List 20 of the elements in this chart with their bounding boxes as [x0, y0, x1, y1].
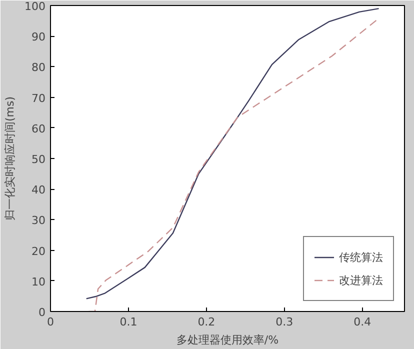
x-tick-label: 0.1 [120, 316, 138, 328]
y-tick-label: 40 [32, 184, 46, 197]
y-tick-label: 50 [32, 153, 46, 166]
legend-label: 改进算法 [339, 272, 383, 288]
x-axis-title: 多处理器使用效率/% [176, 334, 279, 346]
y-tick-label: 10 [32, 275, 46, 288]
y-axis-title: 归一化实时响应时间(ms) [4, 96, 17, 221]
x-tick-label: 0.4 [354, 316, 372, 328]
y-tick-label: 70 [32, 92, 46, 105]
x-tick-label: 0.3 [276, 316, 294, 328]
y-tick-label: 100 [24, 0, 46, 13]
x-tick-label: 0.2 [198, 316, 216, 328]
y-tick-label: 80 [32, 61, 46, 74]
legend-label: 传统算法 [339, 250, 383, 264]
y-tick-label: 90 [32, 30, 46, 44]
y-tick-label: 0 [38, 306, 46, 319]
y-tick-label: 20 [32, 244, 46, 258]
y-tick-label: 60 [32, 122, 46, 136]
x-tick-label: 0 [47, 316, 54, 328]
y-tick-label: 30 [32, 214, 46, 228]
